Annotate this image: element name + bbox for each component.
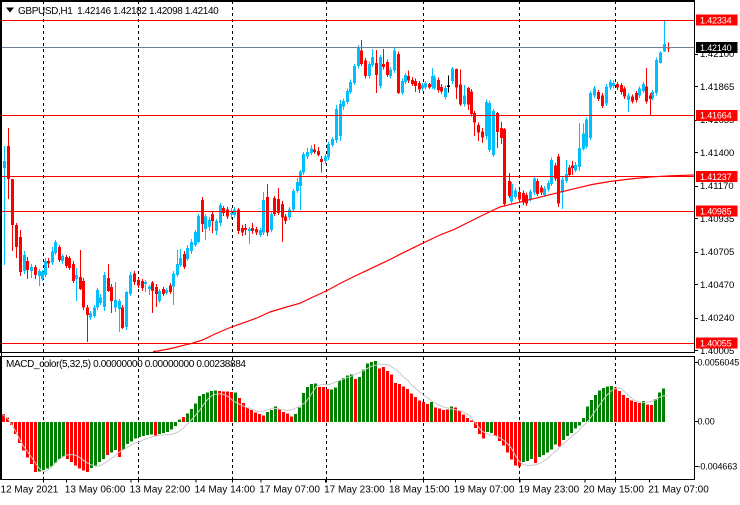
svg-text:1.42140: 1.42140 [700, 43, 732, 53]
svg-text:13 May 22:00: 13 May 22:00 [130, 485, 191, 496]
svg-text:1.41237: 1.41237 [700, 172, 732, 182]
svg-text:0.0056045: 0.0056045 [698, 358, 740, 368]
svg-text:1.40005: 1.40005 [700, 346, 734, 357]
svg-text:19 May 23:00: 19 May 23:00 [519, 485, 580, 496]
svg-text:1.42100: 1.42100 [700, 49, 734, 60]
svg-text:18 May 15:00: 18 May 15:00 [389, 485, 450, 496]
svg-text:1.40470: 1.40470 [700, 280, 734, 291]
svg-text:13 May 06:00: 13 May 06:00 [65, 485, 126, 496]
svg-text:19 May 07:00: 19 May 07:00 [454, 485, 515, 496]
svg-text:20 May 15:00: 20 May 15:00 [583, 485, 644, 496]
svg-text:1.41664: 1.41664 [700, 111, 732, 121]
svg-text:1.40240: 1.40240 [700, 313, 734, 324]
svg-text:GBPUSD,H1 1.42146 1.42182 1.4: GBPUSD,H1 1.42146 1.42182 1.42098 1.4214… [18, 6, 219, 17]
svg-text:12 May 2021: 12 May 2021 [1, 485, 59, 496]
svg-text:17 May 07:00: 17 May 07:00 [259, 485, 320, 496]
svg-text:1.40055: 1.40055 [700, 338, 732, 348]
svg-text:1.40705: 1.40705 [700, 247, 734, 258]
svg-text:1.40985: 1.40985 [700, 206, 732, 216]
svg-text:0.00: 0.00 [698, 417, 715, 427]
svg-text:21 May 07:00: 21 May 07:00 [648, 485, 709, 496]
svg-text:1.40935: 1.40935 [700, 214, 734, 225]
svg-text:MACD_color(5,32,5) 0.00000000: MACD_color(5,32,5) 0.00000000 0.00000000… [6, 359, 246, 370]
svg-text:-0.004663: -0.004663 [698, 462, 738, 472]
svg-text:1.41170: 1.41170 [700, 181, 734, 192]
svg-text:1.42334: 1.42334 [700, 16, 732, 26]
svg-text:1.41400: 1.41400 [700, 148, 734, 159]
svg-text:17 May 23:00: 17 May 23:00 [324, 485, 385, 496]
svg-text:14 May 14:00: 14 May 14:00 [195, 485, 256, 496]
svg-text:1.41865: 1.41865 [700, 82, 734, 93]
